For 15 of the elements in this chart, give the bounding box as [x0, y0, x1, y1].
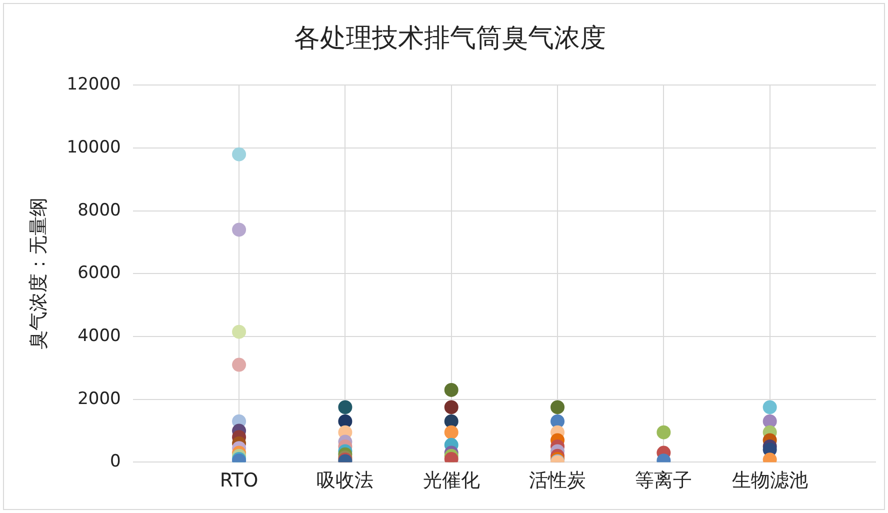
x-tick-label: 光催化 — [422, 470, 480, 492]
x-tick-label: 等离子 — [635, 470, 692, 492]
y-tick-label: 12000 — [66, 74, 121, 95]
chart-title: 各处理技术排气筒臭气浓度 — [294, 23, 606, 54]
y-tick-label: 4000 — [78, 326, 121, 346]
x-tick-label: 生物滤池 — [732, 470, 808, 492]
y-tick-label: 6000 — [78, 263, 121, 284]
y-tick-label: 8000 — [78, 200, 121, 220]
y-axis-title: 臭气浓度：无量纲 — [27, 198, 50, 350]
x-tick-label: RTO — [220, 470, 258, 492]
y-tick-label: 0 — [110, 452, 121, 472]
y-tick-label: 10000 — [66, 137, 121, 158]
x-tick-label: 活性炭 — [529, 470, 586, 492]
x-tick-label: 吸收法 — [316, 470, 374, 492]
y-tick-label: 2000 — [78, 388, 121, 409]
